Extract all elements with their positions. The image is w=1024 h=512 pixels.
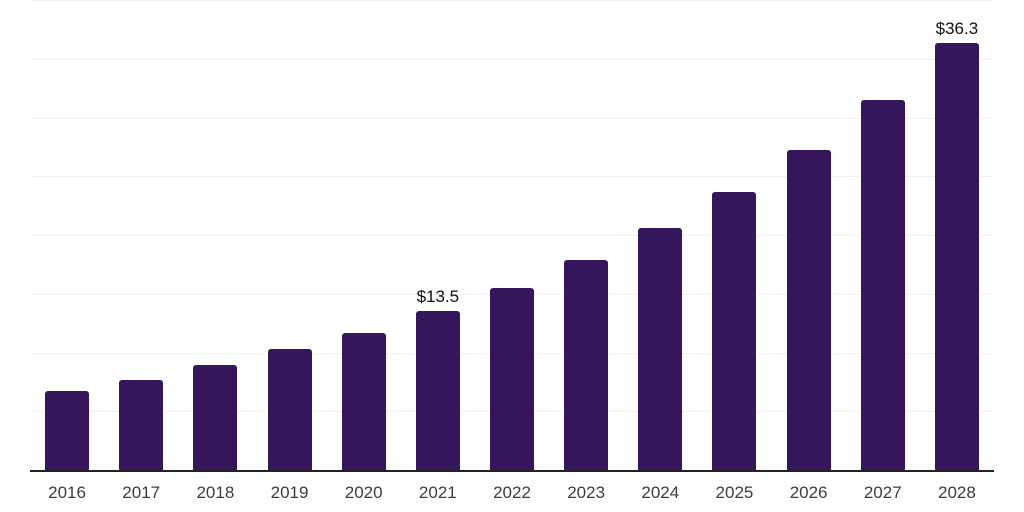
bar-2019	[267, 348, 312, 470]
x-tick-label-2027: 2027	[863, 483, 902, 502]
x-tick-label-2021: 2021	[418, 483, 457, 502]
plot-area: $13.5 $36.3	[30, 0, 994, 472]
bar-2020	[341, 332, 386, 470]
x-tick-label-2025: 2025	[715, 483, 754, 502]
x-tick-label-2017: 2017	[122, 483, 161, 502]
bar-2023	[564, 259, 609, 470]
gridline-25	[30, 176, 994, 178]
gridline-20	[30, 235, 994, 236]
x-tick-label-2028: 2028	[938, 483, 976, 502]
gridline-40	[30, 0, 994, 1]
bar-2026	[786, 150, 831, 470]
x-tick-label-2019: 2019	[270, 483, 309, 502]
x-tick-label-2020: 2020	[344, 483, 383, 502]
bar-2024	[638, 227, 683, 470]
x-tick-label-2026: 2026	[789, 483, 828, 502]
bar-2018	[193, 365, 238, 470]
x-tick-label-2016: 2016	[48, 483, 86, 502]
bar-2022	[490, 287, 534, 470]
x-tick-label-2022: 2022	[493, 483, 531, 502]
bar-2027	[860, 99, 905, 470]
x-axis: 2016 2017 2018 2019 2020 2021 2022 2023 2024 2025…	[30, 472, 994, 512]
gridline-30	[30, 117, 994, 119]
x-tick-label-2018: 2018	[196, 483, 235, 502]
bar-2025	[712, 191, 757, 470]
value-label-2028: $36.3	[935, 19, 979, 39]
bar-2021	[415, 311, 460, 470]
value-label-2021: $13.5	[416, 287, 460, 307]
x-tick-label-2023: 2023	[567, 483, 606, 502]
x-tick-label-2024: 2024	[641, 483, 680, 502]
bar-2017	[119, 379, 164, 470]
bar-2028	[934, 43, 979, 470]
gridline-35	[30, 58, 994, 60]
bar-2016	[45, 391, 90, 470]
